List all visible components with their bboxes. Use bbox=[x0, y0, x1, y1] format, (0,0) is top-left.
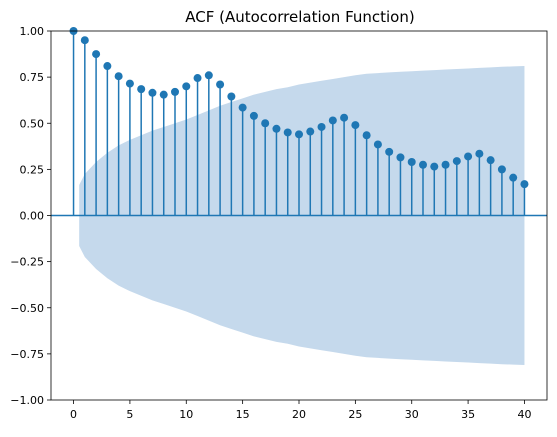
acf-marker-lag-26 bbox=[362, 131, 371, 140]
y-tick-label-0: 1.00 bbox=[20, 25, 45, 38]
acf-marker-lag-9 bbox=[171, 87, 179, 96]
acf-marker-lag-4 bbox=[114, 72, 123, 81]
acf-marker-lag-23 bbox=[328, 116, 337, 125]
acf-marker-lag-25 bbox=[351, 121, 360, 130]
acf-marker-lag-16 bbox=[249, 111, 258, 120]
acf-marker-lag-36 bbox=[475, 149, 484, 158]
x-tick-label-30: 30 bbox=[405, 408, 419, 421]
y-tick-label-3: 0.25 bbox=[20, 163, 45, 176]
acf-marker-lag-24 bbox=[340, 113, 349, 122]
acf-marker-lag-21 bbox=[306, 127, 315, 136]
chart-title: ACF (Autocorrelation Function) bbox=[185, 8, 414, 26]
acf-marker-lag-15 bbox=[238, 103, 247, 112]
x-axis-ticks: 0 5 10 15 20 25 30 35 40 bbox=[70, 400, 531, 421]
x-tick-label-40: 40 bbox=[517, 408, 531, 421]
acf-marker-lag-2 bbox=[92, 50, 101, 59]
acf-marker-lag-30 bbox=[407, 157, 416, 166]
x-tick-label-0: 0 bbox=[70, 408, 77, 421]
acf-marker-lag-14 bbox=[227, 92, 236, 101]
acf-marker-lag-5 bbox=[125, 79, 134, 88]
y-tick-label-2: 0.50 bbox=[20, 117, 45, 130]
acf-marker-lag-39 bbox=[509, 173, 518, 182]
y-tick-label-8: −1.00 bbox=[10, 394, 44, 407]
stem-layer bbox=[72, 31, 526, 216]
y-axis-ticks: 1.00 0.75 0.50 0.25 0.00 −0.25 −0.50 −0.75 −1.00 bbox=[10, 25, 51, 407]
x-tick-label-35: 35 bbox=[461, 408, 475, 421]
x-tick-label-10: 10 bbox=[179, 408, 193, 421]
acf-marker-lag-12 bbox=[204, 71, 213, 80]
acf-marker-lag-20 bbox=[295, 130, 303, 139]
acf-marker-lag-32 bbox=[430, 162, 439, 171]
acf-marker-lag-13 bbox=[216, 80, 225, 89]
y-tick-label-7: −0.75 bbox=[10, 348, 44, 361]
y-tick-label-1: 0.75 bbox=[20, 71, 45, 84]
y-tick-label-6: −0.50 bbox=[10, 302, 44, 315]
acf-marker-lag-27 bbox=[373, 140, 382, 149]
marker-layer bbox=[69, 27, 529, 189]
acf-marker-lag-38 bbox=[497, 165, 506, 174]
x-tick-label-25: 25 bbox=[348, 408, 362, 421]
acf-marker-lag-8 bbox=[159, 90, 168, 99]
acf-marker-lag-7 bbox=[148, 88, 157, 97]
acf-marker-lag-33 bbox=[441, 160, 450, 169]
x-tick-label-20: 20 bbox=[292, 408, 306, 421]
x-tick-label-15: 15 bbox=[236, 408, 250, 421]
acf-marker-lag-35 bbox=[464, 152, 473, 161]
acf-marker-lag-11 bbox=[193, 74, 202, 83]
acf-marker-lag-3 bbox=[103, 62, 112, 71]
acf-marker-lag-29 bbox=[396, 153, 405, 162]
acf-marker-lag-31 bbox=[419, 160, 427, 169]
acf-marker-lag-10 bbox=[182, 82, 191, 91]
y-tick-label-5: −0.25 bbox=[10, 256, 44, 269]
acf-marker-lag-34 bbox=[452, 157, 461, 166]
acf-marker-lag-17 bbox=[261, 119, 270, 128]
acf-marker-lag-37 bbox=[486, 156, 495, 165]
acf-marker-lag-6 bbox=[137, 85, 146, 94]
acf-marker-lag-19 bbox=[283, 128, 292, 137]
acf-marker-lag-1 bbox=[80, 36, 89, 45]
acf-marker-lag-22 bbox=[317, 122, 326, 131]
y-tick-label-4: 0.00 bbox=[20, 210, 45, 223]
acf-marker-lag-40 bbox=[520, 180, 529, 189]
acf-marker-lag-18 bbox=[272, 124, 281, 133]
x-tick-label-5: 5 bbox=[126, 408, 133, 421]
acf-marker-lag-28 bbox=[385, 147, 394, 156]
